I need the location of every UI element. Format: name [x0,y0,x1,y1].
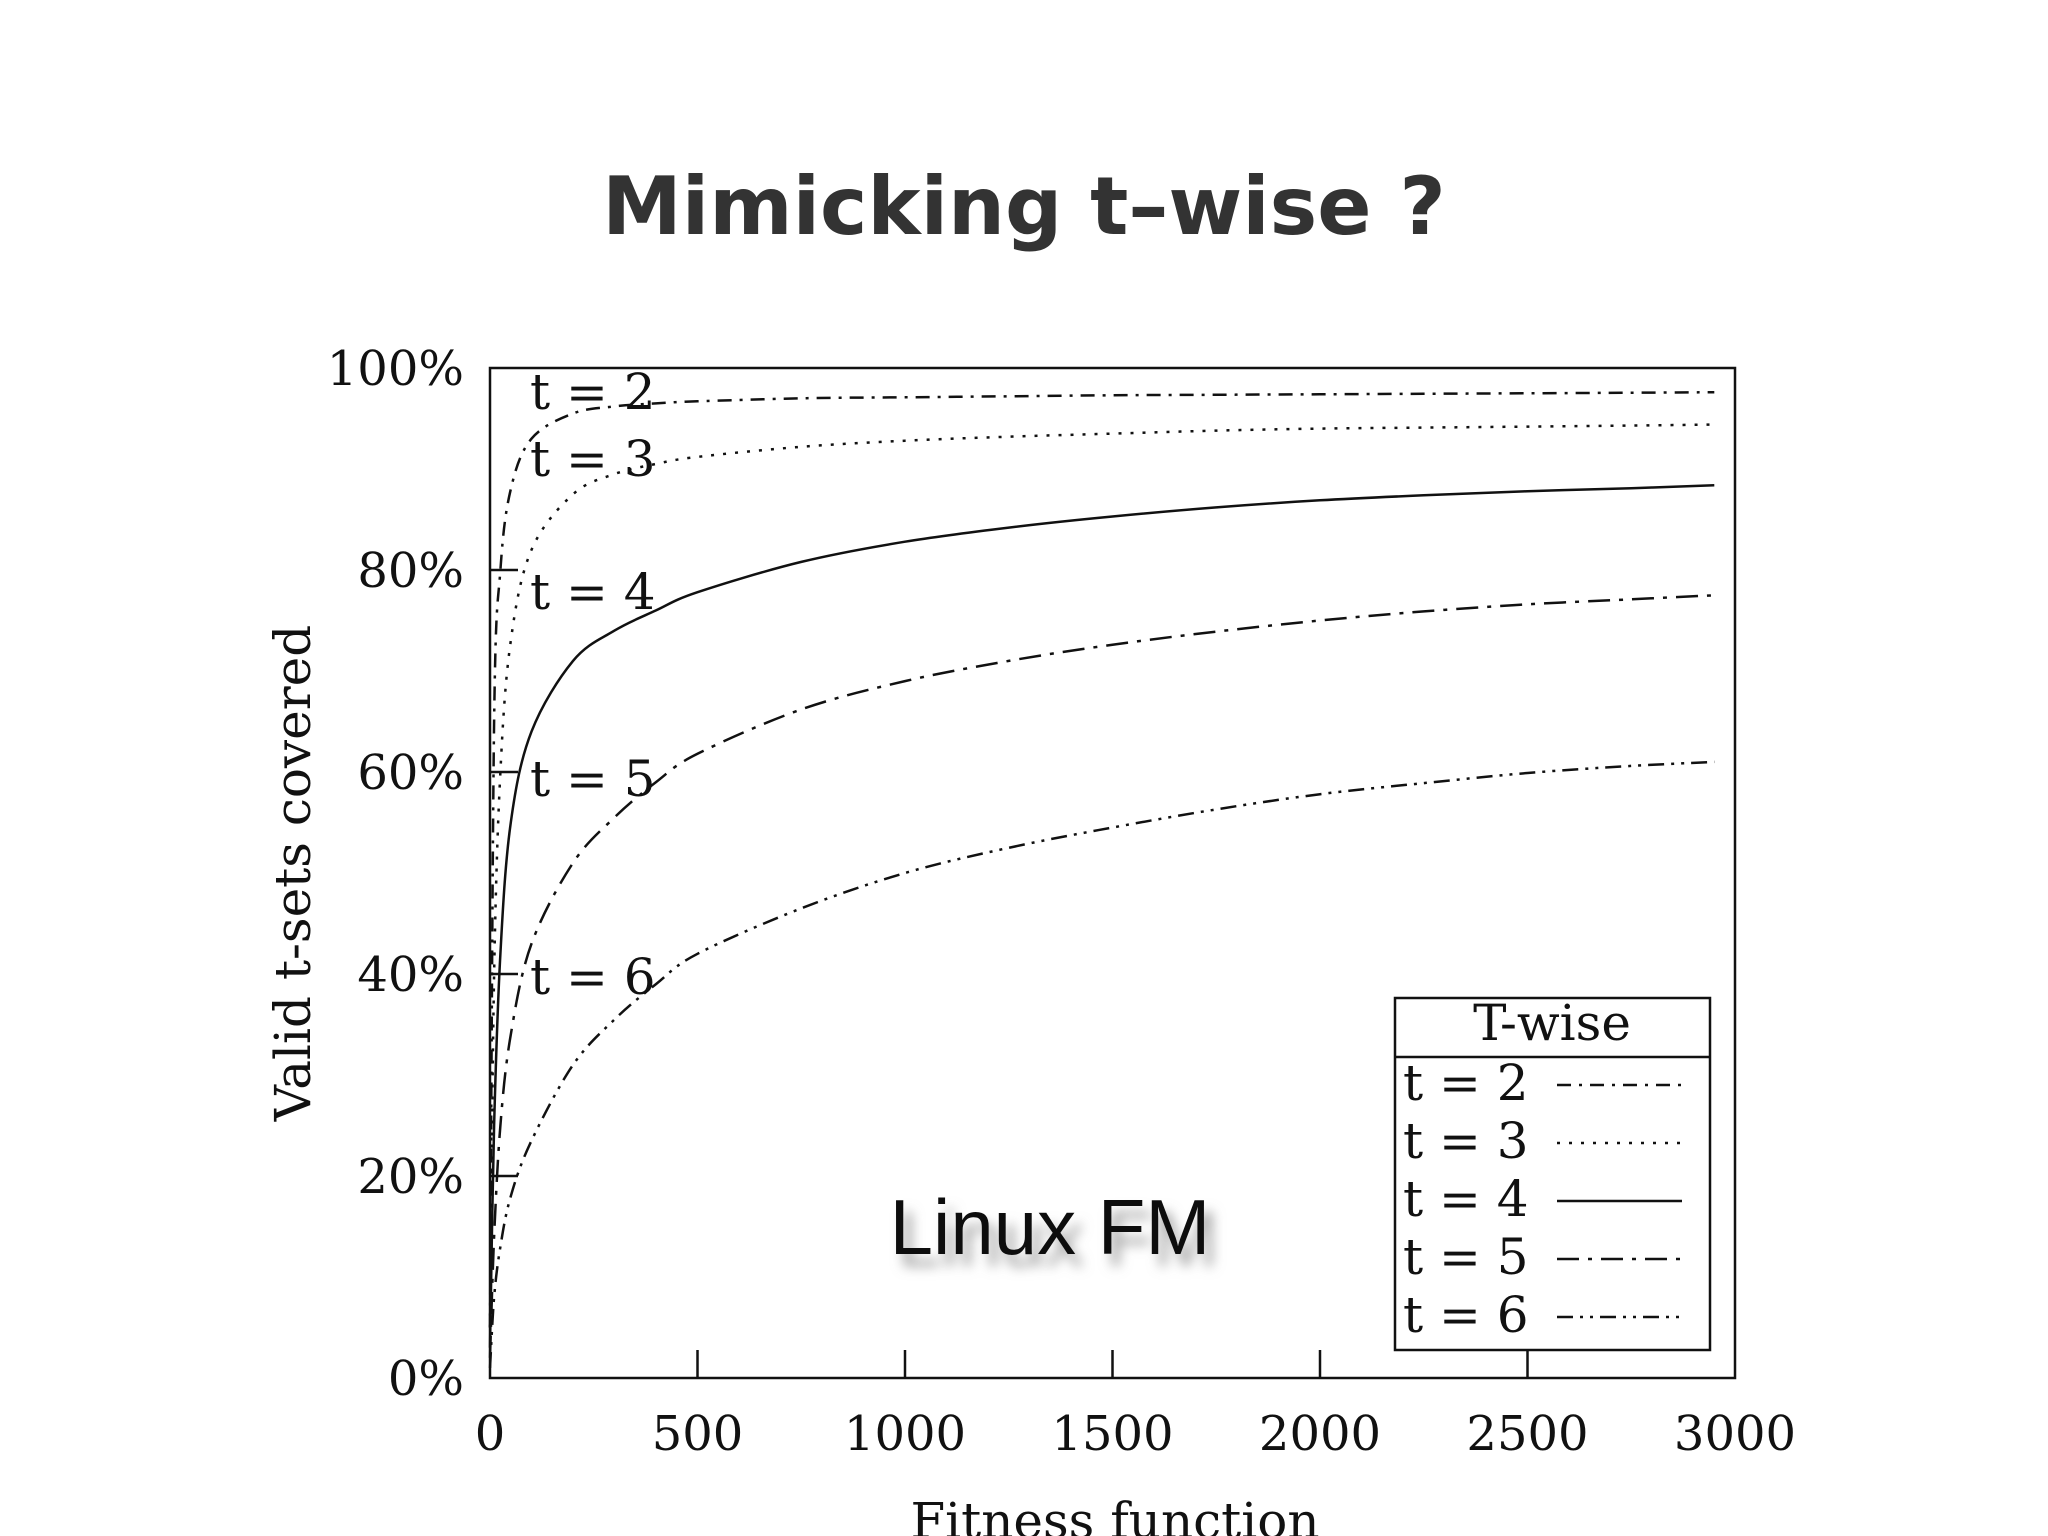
x-tick-label-2500: 2500 [1466,1406,1588,1462]
series-line-t2 [488,390,1715,1328]
x-tick-label-3000: 3000 [1674,1406,1796,1462]
y-tick-label-40: 40% [357,947,464,1003]
slide-title: Mimicking t–wise ? [602,160,1446,253]
legend-label-t3: t = 3 [1403,1112,1529,1170]
y-tick-label-80: 80% [357,543,464,599]
y-tick-label-60: 60% [357,745,464,801]
curve-labels: t = 2 t = 3 t = 4 t = 5 t = 6 [530,363,656,1006]
legend-label-t5: t = 5 [1403,1228,1529,1286]
legend-label-t4: t = 4 [1403,1170,1529,1228]
legend-title: T-wise [1473,994,1631,1052]
x-tick-label-2000: 2000 [1259,1406,1381,1462]
y-tick-label-0: 0% [388,1351,464,1407]
tick-labels: 0 500 1000 1500 2000 2500 3000 0% 20% 40% 60% 80% 10… [327,341,1796,1462]
series-curves [488,390,1715,1368]
curve-label-t2: t = 2 [530,363,656,421]
x-tick-label-1500: 1500 [1051,1406,1173,1462]
series-line-t5 [488,594,1715,1358]
legend-label-t6: t = 6 [1403,1286,1529,1344]
curve-label-t5: t = 5 [530,750,656,808]
series-line-t6 [488,760,1715,1368]
y-axis-label: Valid t-sets covered [264,625,322,1123]
axis-ticks [490,568,1529,1378]
linux-fm-watermark: Linux FM [890,1183,1211,1271]
y-tick-label-100: 100% [327,341,464,397]
curve-label-t4: t = 4 [530,563,656,621]
legend-label-t2: t = 2 [1403,1054,1529,1112]
x-tick-label-1000: 1000 [844,1406,966,1462]
curve-label-t6: t = 6 [530,948,656,1006]
x-tick-label-0: 0 [475,1406,506,1462]
curve-label-t3: t = 3 [530,430,656,488]
x-axis-label: Fitness function [910,1492,1319,1536]
x-tick-label-500: 500 [652,1406,744,1462]
legend: T-wise t = 2t = 3t = 4t = 5t = 6 [1393,994,1712,1352]
y-tick-label-20: 20% [357,1149,464,1205]
series-line-t4 [488,483,1715,1348]
plot-frame [488,366,1737,1380]
legend-items: t = 2t = 3t = 4t = 5t = 6 [1403,1054,1682,1344]
